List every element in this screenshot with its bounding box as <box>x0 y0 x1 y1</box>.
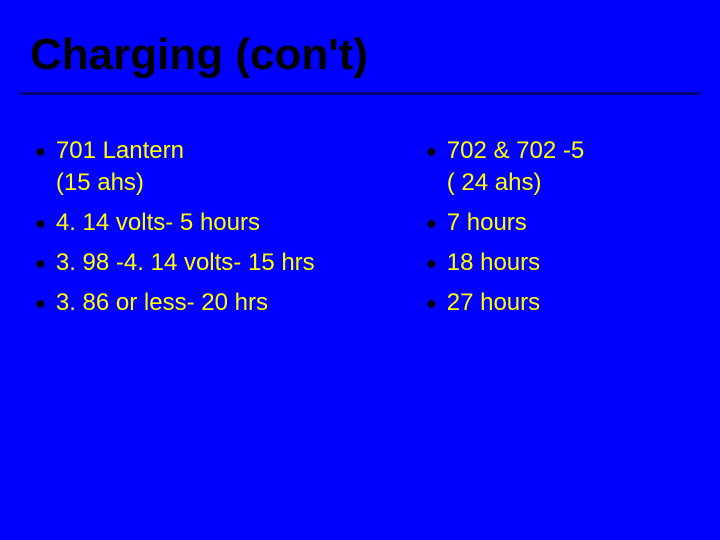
list-item: ● 18 hours <box>426 247 700 279</box>
bullet-icon: ● <box>426 135 437 167</box>
slide-content: ● 701 Lantern (15 ahs) ● 4. 14 volts- 5 … <box>20 135 700 327</box>
bullet-icon: ● <box>426 207 437 239</box>
bullet-text: 7 hours <box>447 207 527 239</box>
bullet-text: 702 & 702 -5 ( 24 ahs) <box>447 135 584 199</box>
item-line2: (15 ahs) <box>56 167 184 199</box>
list-item: ● 3. 98 -4. 14 volts- 15 hrs <box>35 247 406 279</box>
bullet-text: 4. 14 volts- 5 hours <box>56 207 260 239</box>
title-underline <box>20 92 700 95</box>
bullet-text: 3. 86 or less- 20 hrs <box>56 287 268 319</box>
left-column: ● 701 Lantern (15 ahs) ● 4. 14 volts- 5 … <box>35 135 406 327</box>
bullet-icon: ● <box>35 135 46 167</box>
item-line1: 702 & 702 -5 <box>447 137 584 164</box>
bullet-icon: ● <box>35 287 46 319</box>
item-line1: 701 Lantern <box>56 137 184 164</box>
list-item: ● 7 hours <box>426 207 700 239</box>
list-item: ● 701 Lantern (15 ahs) <box>35 135 406 199</box>
list-item: ● 3. 86 or less- 20 hrs <box>35 287 406 319</box>
slide-title: Charging (con't) <box>20 30 700 92</box>
slide-container: Charging (con't) ● 701 Lantern (15 ahs) … <box>0 0 720 540</box>
right-column: ● 702 & 702 -5 ( 24 ahs) ● 7 hours ● 18 … <box>426 135 700 327</box>
bullet-text: 3. 98 -4. 14 volts- 15 hrs <box>56 247 315 279</box>
list-item: ● 27 hours <box>426 287 700 319</box>
bullet-icon: ● <box>426 287 437 319</box>
bullet-text: 27 hours <box>447 287 540 319</box>
bullet-text: 701 Lantern (15 ahs) <box>56 135 184 199</box>
item-line2: ( 24 ahs) <box>447 167 584 199</box>
bullet-icon: ● <box>35 247 46 279</box>
bullet-icon: ● <box>426 247 437 279</box>
bullet-icon: ● <box>35 207 46 239</box>
bullet-text: 18 hours <box>447 247 540 279</box>
list-item: ● 702 & 702 -5 ( 24 ahs) <box>426 135 700 199</box>
list-item: ● 4. 14 volts- 5 hours <box>35 207 406 239</box>
